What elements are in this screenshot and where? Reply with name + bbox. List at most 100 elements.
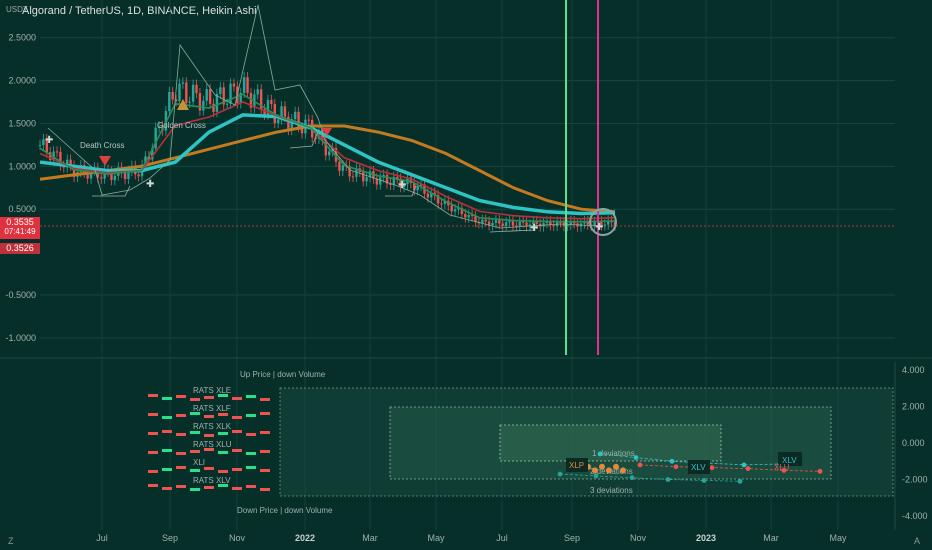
candle-body <box>147 156 151 160</box>
candle-body <box>52 151 55 161</box>
rat-bar <box>246 466 256 469</box>
auto-scale-icon[interactable]: A <box>914 536 921 546</box>
xlv-label-1: XLV <box>691 463 706 472</box>
candle-body <box>453 209 457 212</box>
candle-body <box>385 174 389 184</box>
plus-marker-2: ✚ <box>398 180 406 191</box>
x-tick-label: 2023 <box>696 533 716 543</box>
candle-body <box>355 168 358 177</box>
xlp-label: XLP <box>569 461 584 470</box>
rat-label: RATS XLF <box>193 404 231 413</box>
rat-bar <box>148 413 158 416</box>
candle-body <box>457 208 460 210</box>
candle-body <box>307 119 310 121</box>
trail-dot <box>781 467 787 473</box>
candle-body <box>259 89 263 110</box>
rat-bar <box>260 431 270 434</box>
candle-body <box>518 221 521 226</box>
dev1-label: 1 deviations <box>592 449 635 458</box>
rat-bar <box>204 467 214 470</box>
candle-body <box>280 106 283 120</box>
candle-body <box>49 152 52 161</box>
candle-body <box>144 156 147 165</box>
rat-label: RATS XLU <box>193 440 232 449</box>
candle-body <box>123 172 127 180</box>
rat-bar <box>232 416 242 419</box>
candle-body <box>72 165 76 177</box>
candle-body <box>586 221 589 225</box>
candle-body <box>559 221 562 223</box>
last-price-badge: 0.3535 07:41:49 <box>0 217 40 239</box>
candle-body <box>324 140 327 156</box>
rat-bar <box>246 395 256 398</box>
candle-body <box>484 219 487 222</box>
ma-slow-line <box>39 124 616 214</box>
candle-body <box>443 200 447 204</box>
support-box-2 <box>289 131 319 149</box>
candle-body <box>474 216 477 222</box>
rat-bar <box>190 469 200 472</box>
candle-body <box>222 87 225 105</box>
rat-label: RATS XLK <box>193 422 232 431</box>
trail-dot <box>665 477 671 482</box>
candle-body <box>328 151 331 156</box>
candle-body <box>157 126 161 128</box>
candle-body <box>399 178 402 188</box>
rat-bar <box>204 396 214 399</box>
candle-body <box>168 91 171 112</box>
plus-marker-3: ✚ <box>530 223 538 234</box>
plus-marker-4: ✚ <box>595 222 603 233</box>
secondary-price-badge: 0.3526 <box>0 243 40 254</box>
candle-body <box>341 165 345 171</box>
rat-label: RATS XLV <box>193 476 231 485</box>
candle-body <box>287 116 290 130</box>
candle-body <box>239 92 242 104</box>
candle-body <box>276 119 280 124</box>
candle-body <box>225 103 229 105</box>
candle-body <box>293 111 297 120</box>
candle-body <box>242 77 246 93</box>
candle-body <box>460 208 464 215</box>
candle-body <box>368 171 372 178</box>
rat-bar <box>148 432 158 435</box>
rat-bar <box>204 434 214 437</box>
timezone-icon[interactable]: Z <box>8 536 14 546</box>
y-tick-label: 2.5000 <box>8 33 36 43</box>
candle-body <box>55 151 59 153</box>
rat-label: RATS XLE <box>193 386 231 395</box>
candle-body <box>69 159 72 166</box>
candle-body <box>229 83 232 104</box>
golden-cross-marker <box>177 99 189 110</box>
candle-body <box>270 99 273 105</box>
candle-body <box>440 203 443 205</box>
candle-body <box>487 221 491 226</box>
rat-bar <box>232 397 242 400</box>
dev2-box <box>389 406 832 480</box>
candle-body <box>362 172 365 182</box>
rat-bar <box>232 449 242 452</box>
candle-body <box>178 83 181 102</box>
rat-bar <box>190 488 200 491</box>
candle-body <box>59 151 62 166</box>
xlp-dot <box>606 467 612 474</box>
rat-bar <box>232 430 242 433</box>
candle-body <box>86 172 89 179</box>
rat-bar <box>148 394 158 397</box>
candle-body <box>392 176 396 185</box>
ma-red-line <box>39 101 616 220</box>
xlv-badge-1 <box>688 460 710 474</box>
candle-body <box>413 183 416 191</box>
support-box-3 <box>385 185 417 197</box>
trail-dot <box>701 478 707 483</box>
rat-bar <box>260 412 270 415</box>
x-tick-label: May <box>427 533 445 543</box>
rat-label: XLI <box>193 458 205 467</box>
candle-body <box>535 221 538 224</box>
death-cross-label: Death Cross <box>80 141 124 150</box>
rat-bar <box>218 394 228 397</box>
x-tick-label: Sep <box>564 533 580 543</box>
candle-body <box>566 224 569 227</box>
candle-body <box>501 223 504 226</box>
xlp-dot <box>592 467 598 474</box>
